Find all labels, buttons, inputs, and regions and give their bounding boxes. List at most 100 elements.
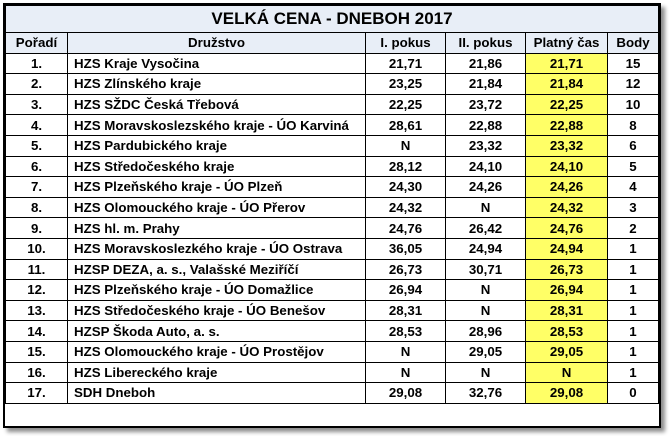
header-points: Body [607,32,659,54]
points-cell: 10 [607,93,659,116]
attempt1-cell: 28,31 [365,299,446,322]
rank-cell: 4. [5,114,68,136]
valid-time-cell: 24,32 [525,196,608,219]
team-cell: HZS Kraje Vysočina [67,52,366,75]
attempt1-cell: 22,25 [365,93,446,116]
valid-time-cell: 29,08 [525,382,608,404]
results-table: VELKÁ CENA - DNEBOH 2017 Pořadí Družstvo… [5,5,659,404]
points-cell: 2 [607,217,659,239]
table-row: 7. HZS Plzeňského kraje - ÚO Plzeň 24,30 24… [5,176,659,198]
team-cell: HZS hl. m. Prahy [67,217,366,239]
valid-time-cell: 24,76 [525,217,608,239]
rank-cell: 2. [5,73,68,95]
results-body: 1. HZS Kraje Vysočina 21,71 21,86 21,71 15 2. H… [5,52,659,404]
title-row: VELKÁ CENA - DNEBOH 2017 [5,5,659,33]
points-cell: 1 [607,299,659,322]
attempt1-cell: N [365,340,446,363]
valid-time-cell: 24,94 [525,237,608,260]
points-cell: 1 [607,361,659,384]
table-row: 8. HZS Olomouckého kraje - ÚO Přerov 24,32… [5,196,659,219]
attempt2-cell: 23,72 [445,93,526,116]
valid-time-cell: 21,84 [525,73,608,95]
rank-cell: 6. [5,155,68,178]
attempt2-cell: 24,94 [445,237,526,260]
team-cell: HZS Plzeňského kraje - ÚO Domažlice [67,279,366,301]
rank-cell: 10. [5,237,68,260]
rank-cell: 15. [5,340,68,363]
team-cell: HZS Olomouckého kraje - ÚO Prostějov [67,340,366,363]
attempt2-cell: 22,88 [445,114,526,136]
table-row: 6. HZS Středočeského kraje 28,12 24,10 24,10… [5,155,659,178]
attempt1-cell: 36,05 [365,237,446,260]
team-cell: HZS Zlínského kraje [67,73,366,95]
attempt2-cell: 29,05 [445,340,526,363]
attempt1-cell: 26,73 [365,258,446,281]
team-cell: HZS Moravskoslezského kraje - ÚO Karviná [67,114,366,136]
valid-time-cell: 26,94 [525,279,608,301]
rank-cell: 7. [5,176,68,198]
valid-time-cell: 29,05 [525,340,608,363]
header-team: Družstvo [67,32,366,54]
points-cell: 15 [607,52,659,75]
attempt2-cell: N [445,361,526,384]
attempt1-cell: 28,61 [365,114,446,136]
rank-cell: 5. [5,134,68,157]
header-row: Pořadí Družstvo I. pokus II. pokus Platn… [5,32,659,54]
table-row: 15. HZS Olomouckého kraje - ÚO Prostějov N… [5,340,659,363]
table-row: 16. HZS Libereckého kraje N N N 1 [5,361,659,384]
table-row: 2. HZS Zlínského kraje 23,25 21,84 21,84 12 [5,73,659,95]
rank-cell: 11. [5,258,68,281]
attempt2-cell: 24,26 [445,176,526,198]
attempt2-cell: 21,86 [445,52,526,75]
header-attempt2: II. pokus [445,32,526,54]
attempt1-cell: 29,08 [365,382,446,404]
rank-cell: 3. [5,93,68,116]
team-cell: HZS Moravskoslezkého kraje - ÚO Ostrava [67,237,366,260]
table-row: 13. HZS Středočeského kraje - ÚO Benešov 2… [5,299,659,322]
table-row: 10. HZS Moravskoslezkého kraje - ÚO Ostra… [5,237,659,260]
rank-cell: 13. [5,299,68,322]
table-row: 5. HZS Pardubického kraje N 23,32 23,32 6 [5,134,659,157]
attempt1-cell: 28,53 [365,320,446,342]
valid-time-cell: 24,10 [525,155,608,178]
header-attempt1: I. pokus [365,32,446,54]
rank-cell: 17. [5,382,68,404]
rank-cell: 16. [5,361,68,384]
points-cell: 0 [607,382,659,404]
attempt2-cell: 30,71 [445,258,526,281]
team-cell: HZSP Škoda Auto, a. s. [67,320,366,342]
rank-cell: 12. [5,279,68,301]
points-cell: 1 [607,258,659,281]
attempt1-cell: N [365,134,446,157]
attempt1-cell: 24,32 [365,196,446,219]
attempt2-cell: 32,76 [445,382,526,404]
team-cell: HZS Libereckého kraje [67,361,366,384]
rank-cell: 14. [5,320,68,342]
attempt2-cell: 26,42 [445,217,526,239]
valid-time-cell: 22,88 [525,114,608,136]
points-cell: 4 [607,176,659,198]
team-cell: HZS SŽDC Česká Třebová [67,93,366,116]
valid-time-cell: 28,31 [525,299,608,322]
team-cell: HZS Pardubického kraje [67,134,366,157]
points-cell: 1 [607,340,659,363]
valid-time-cell: 22,25 [525,93,608,116]
table-row: 17. SDH Dneboh 29,08 32,76 29,08 0 [5,382,659,404]
valid-time-cell: 21,71 [525,52,608,75]
points-cell: 3 [607,196,659,219]
team-cell: HZSP DEZA, a. s., Valašské Meziříčí [67,258,366,281]
header-rank: Pořadí [5,32,68,54]
rank-cell: 9. [5,217,68,239]
points-cell: 6 [607,134,659,157]
table-row: 11. HZSP DEZA, a. s., Valašské Meziříčí 26… [5,258,659,281]
header-valid-time: Platný čas [525,32,608,54]
table-row: 4. HZS Moravskoslezského kraje - ÚO Karvi… [5,114,659,136]
points-cell: 1 [607,320,659,342]
valid-time-cell: 23,32 [525,134,608,157]
points-cell: 1 [607,237,659,260]
attempt1-cell: 26,94 [365,279,446,301]
attempt2-cell: 28,96 [445,320,526,342]
valid-time-cell: N [525,361,608,384]
team-cell: HZS Plzeňského kraje - ÚO Plzeň [67,176,366,198]
attempt1-cell: N [365,361,446,384]
